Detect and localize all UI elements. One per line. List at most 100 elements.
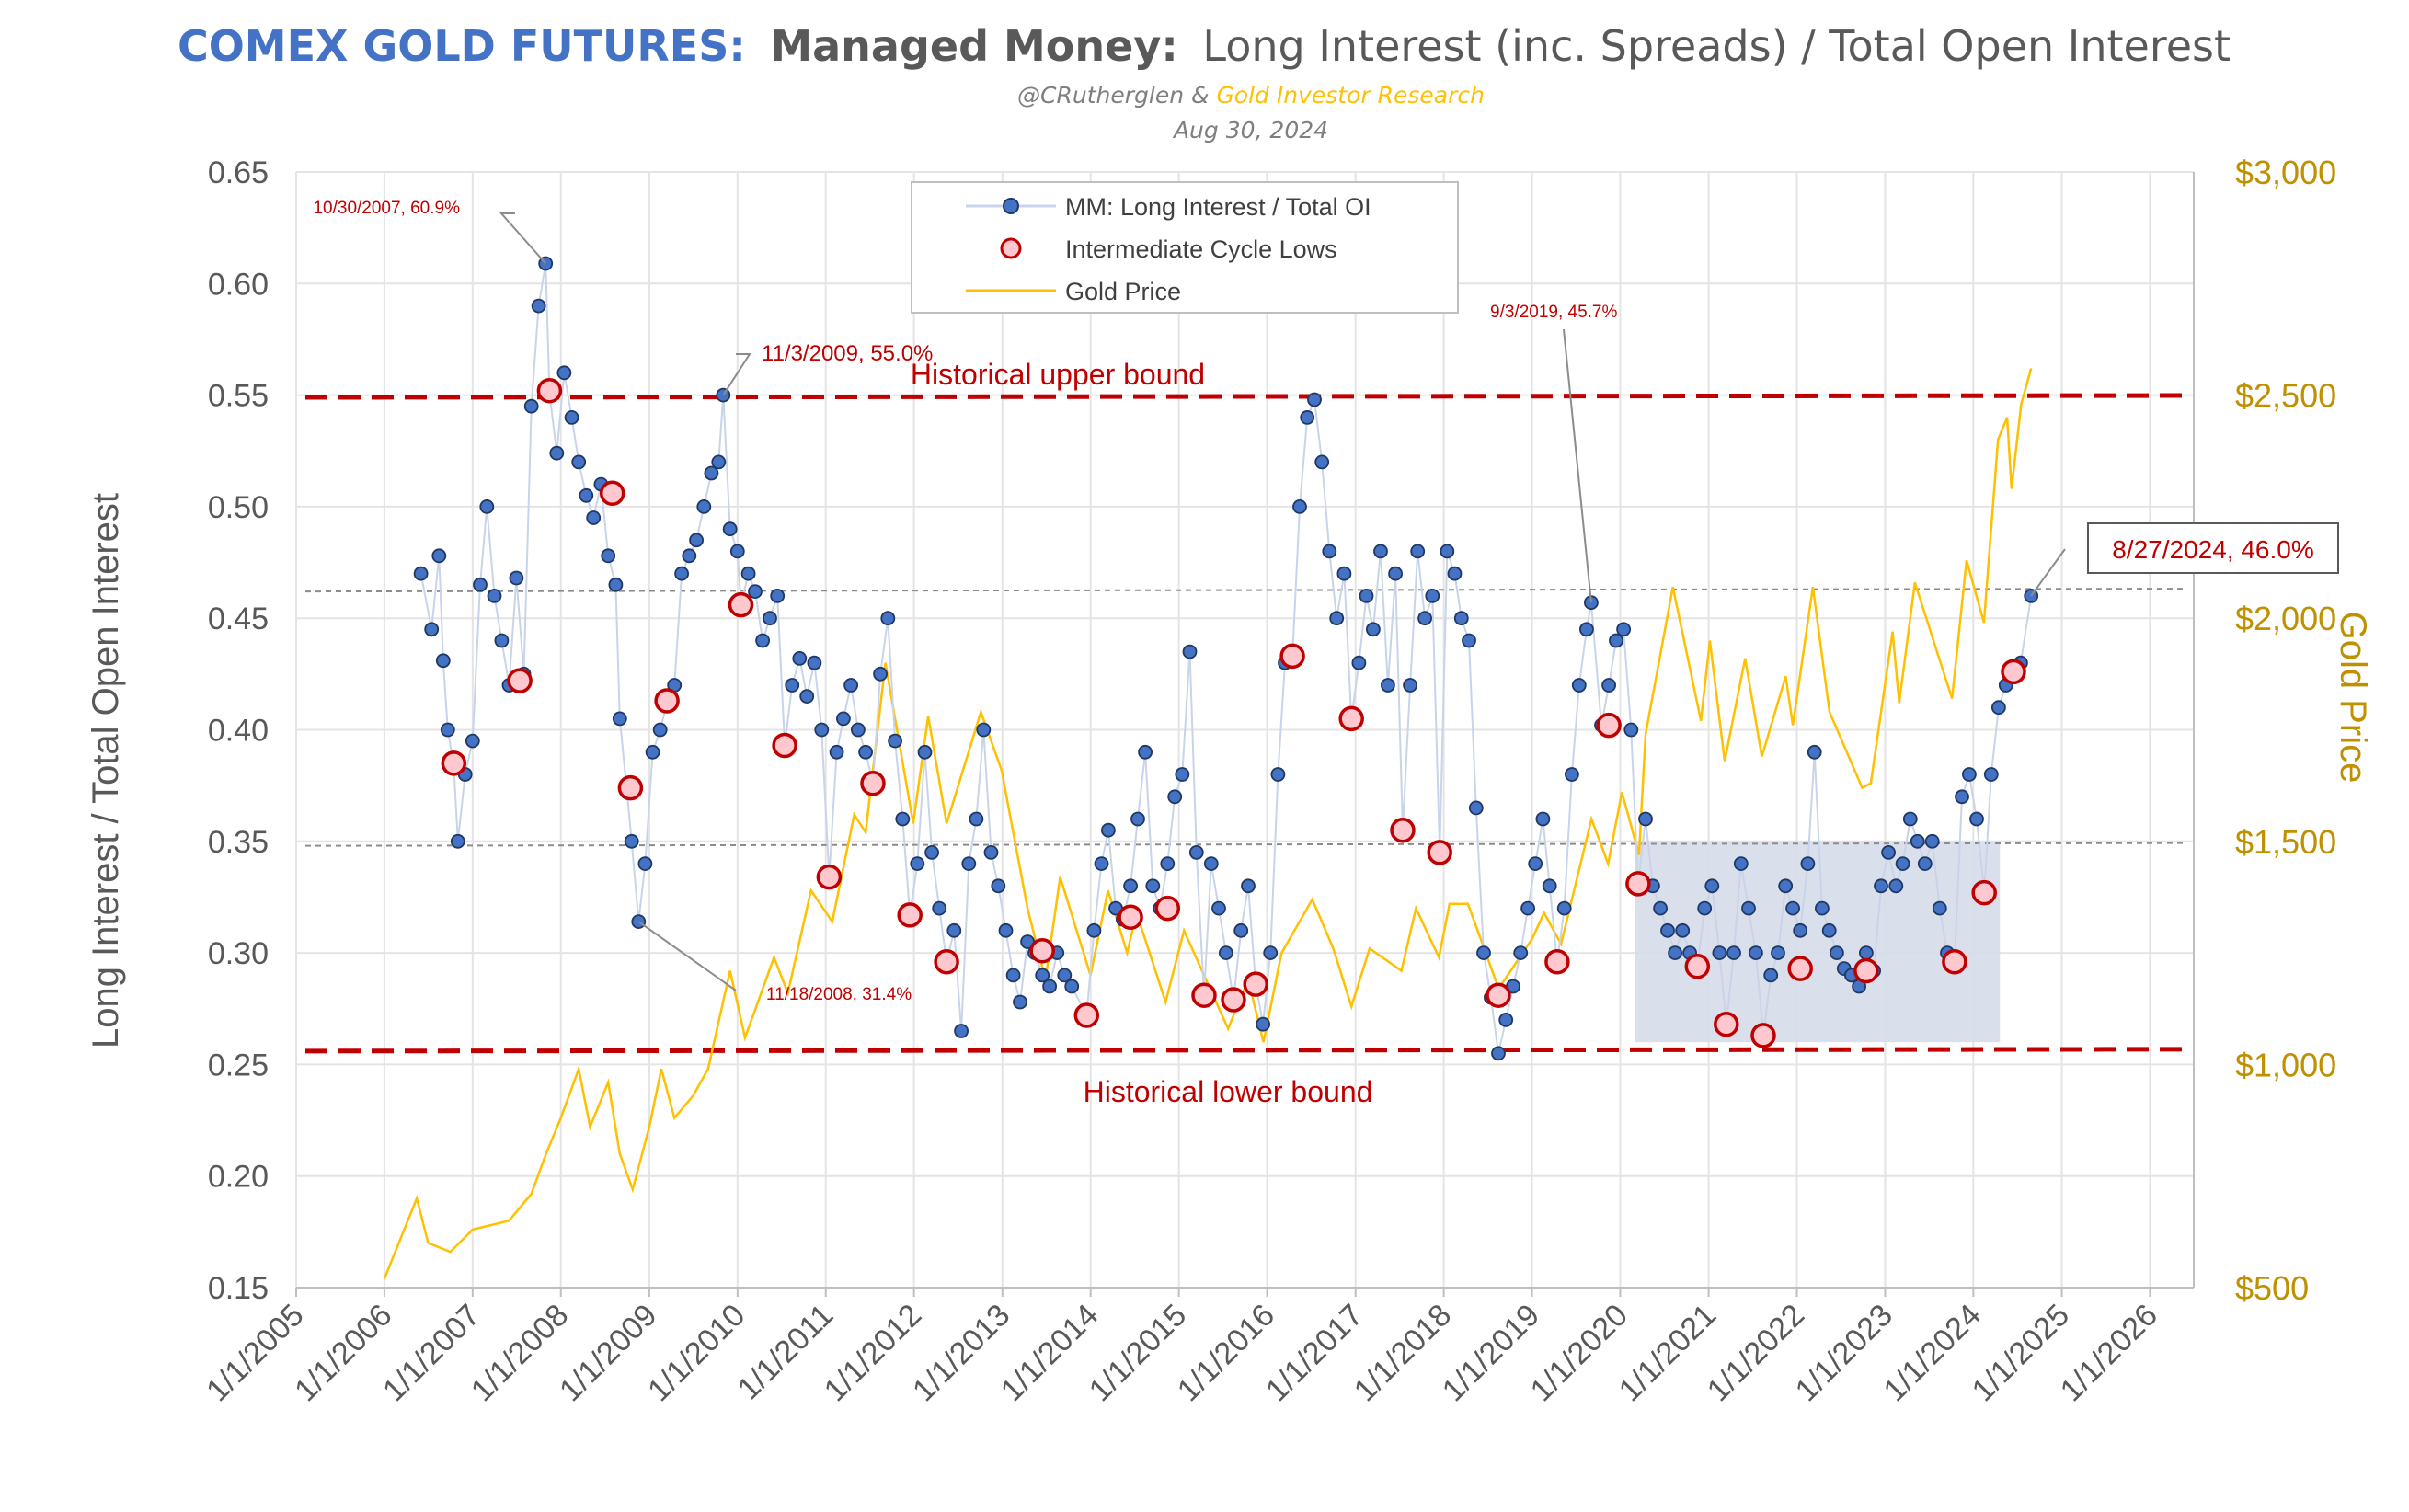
mm-data-point (1388, 566, 1403, 581)
mm-data-point (431, 548, 447, 564)
mm-data-point (799, 689, 815, 704)
x-tick-label: 1/1/2006 (288, 1298, 398, 1408)
mm-data-point (1528, 856, 1543, 871)
x-tick-label: 1/1/2023 (1789, 1298, 1899, 1408)
mm-data-point (1035, 968, 1050, 983)
mm-data-point (1123, 878, 1138, 894)
y2-tick-label: $2,000 (2235, 600, 2336, 637)
mm-data-point (1440, 544, 1455, 559)
mm-data-point (1145, 878, 1161, 894)
mm-data-point (689, 533, 704, 548)
mm-data-point (1513, 945, 1529, 960)
mm-data-point (1520, 900, 1535, 916)
mm-data-point (1565, 767, 1579, 782)
x-tick-label: 1/1/2020 (1524, 1298, 1635, 1408)
y-tick-label: 0.35 (208, 825, 269, 860)
mm-data-point (1013, 994, 1027, 1010)
annotation-leader-line (499, 212, 546, 265)
mm-data-point (624, 833, 639, 849)
mm-data-point (851, 722, 866, 738)
cycle-low-point (1596, 712, 1622, 739)
mm-data-point (1638, 811, 1653, 827)
cycle-low-point (1243, 971, 1268, 997)
mm-data-point (1571, 678, 1587, 693)
mm-data-point (1874, 878, 1888, 894)
mm-data-point (1094, 856, 1109, 871)
x-tick-label: 1/1/2005 (200, 1298, 310, 1408)
mm-data-point (1138, 744, 1153, 760)
mm-data-point (1733, 856, 1749, 871)
cycle-low-point (1390, 817, 1416, 843)
legend-item-mm-long: MM: Long Interest / Total OI (966, 193, 1371, 221)
mm-data-point (729, 544, 745, 559)
mm-data-point (880, 611, 896, 626)
mm-data-point (704, 465, 719, 481)
mm-data-point (1704, 878, 1720, 894)
annotation-label: 11/18/2008, 31.4% (766, 985, 912, 1004)
mm-data-point (1815, 900, 1830, 916)
mm-data-point (910, 856, 925, 871)
mm-data-point (1785, 900, 1800, 916)
x-tick-label: 1/1/2022 (1701, 1298, 1811, 1408)
y-tick-label: 0.55 (208, 379, 269, 414)
mm-data-point (1381, 678, 1395, 693)
mm-data-point (792, 651, 808, 666)
mm-data-point (1609, 633, 1623, 648)
cycle-low-point (1029, 937, 1055, 964)
mm-data-point (991, 878, 1006, 894)
credit-part2: Gold Investor Research (1216, 82, 1485, 109)
mm-data-point (637, 856, 653, 871)
reference-line (304, 588, 2185, 593)
annotation-leader-line (1563, 328, 1592, 603)
credit-part1: @CRutherglen & (1017, 82, 1216, 109)
reference-line-label: Historical lower bound (1084, 1075, 1373, 1108)
mm-data-point (579, 487, 594, 503)
mm-data-point (571, 454, 587, 470)
cycle-low-point (1971, 879, 1997, 906)
mm-data-point (1771, 945, 1785, 960)
mm-data-point (1188, 845, 1204, 860)
shaded-consolidation-region (1635, 841, 2001, 1043)
mm-data-point (1468, 800, 1484, 816)
mm-data-point (1741, 900, 1756, 916)
cycle-low-point (1154, 895, 1181, 922)
mm-data-point (888, 733, 902, 749)
mm-data-point (1961, 767, 1977, 782)
mm-data-point (1800, 856, 1816, 871)
mm-data-point (1322, 544, 1337, 559)
cycle-low-point (507, 668, 533, 693)
mm-data-point (807, 655, 822, 670)
mm-data-point (1668, 945, 1682, 960)
cycle-low-point (654, 688, 680, 714)
cycle-low-point (617, 774, 644, 801)
mm-data-point (612, 711, 627, 727)
legend-cycle-label: Intermediate Cycle Lows (1065, 235, 1337, 263)
cycle-low-point (2001, 659, 2026, 685)
mm-data-point (829, 744, 844, 760)
mm-data-point (763, 611, 777, 626)
legend-item-cycle-lows: Intermediate Cycle Lows (1000, 235, 1337, 263)
mm-data-point (564, 409, 579, 425)
y2-axis-title: Gold Price (2333, 612, 2373, 784)
cycle-low-point (1118, 904, 1143, 931)
mm-data-point (858, 744, 873, 760)
mm-data-point (1336, 566, 1352, 581)
mm-data-point (961, 856, 977, 871)
mm-data-point (1057, 968, 1073, 983)
cycle-low-point (1853, 957, 1879, 984)
mm-data-point (1233, 922, 1249, 938)
mm-data-point (1924, 833, 1940, 849)
x-tick-label: 1/1/2014 (994, 1298, 1105, 1408)
mm-data-point (1712, 945, 1727, 960)
mm-data-point (1969, 811, 1984, 827)
mm-data-point (1417, 611, 1432, 626)
mm-data-point (1983, 767, 1999, 782)
mm-data-point (1749, 945, 1763, 960)
mm-data-point (711, 454, 727, 470)
y-axis-title: Long Interest / Total Open Interest (86, 493, 126, 1048)
mm-data-point (631, 914, 647, 929)
legend: MM: Long Interest / Total OI Intermediat… (911, 181, 1459, 314)
annotation-label: 10/30/2007, 60.9% (313, 199, 460, 218)
mm-data-point (1329, 611, 1345, 626)
mm-data-point (1601, 678, 1616, 693)
